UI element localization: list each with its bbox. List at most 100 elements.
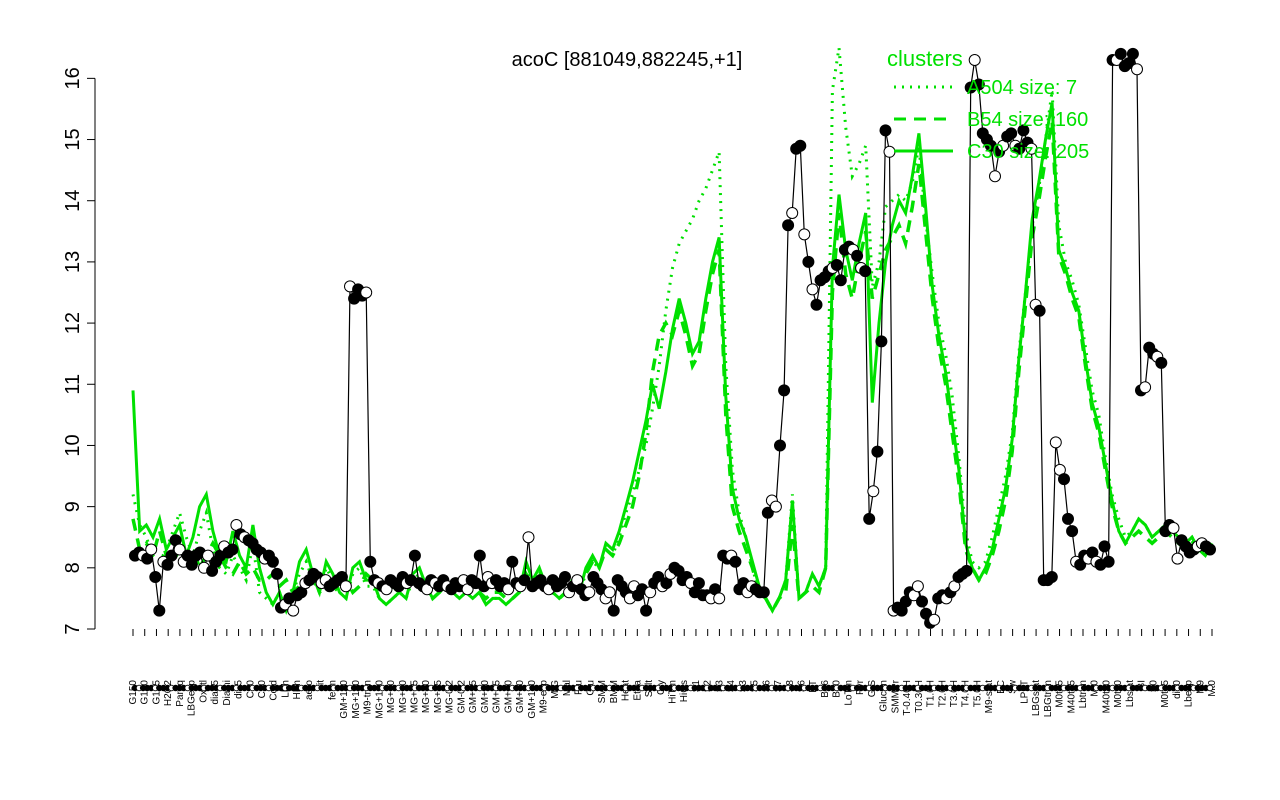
data-point — [960, 564, 973, 577]
x-tick-label: MG+60 — [398, 680, 409, 714]
x-tick-label: T0.30H — [914, 680, 925, 713]
x-tick-label: Lbexp — [1184, 680, 1195, 708]
data-point — [769, 500, 782, 513]
data-point — [806, 283, 819, 296]
data-point — [266, 555, 279, 568]
data-point — [271, 567, 283, 580]
data-point — [607, 604, 620, 617]
x-tick-label: MG+90 — [386, 680, 397, 714]
y-tick-label: 13 — [62, 251, 84, 273]
data-point — [875, 335, 888, 348]
x-tick-label: LoTm — [843, 680, 854, 706]
data-point — [226, 543, 239, 556]
data-point — [1126, 47, 1139, 60]
data-point — [145, 543, 158, 556]
data-point — [830, 259, 843, 271]
data-point — [153, 604, 166, 617]
x-tick-label: Oxctl — [198, 680, 209, 703]
data-point — [782, 219, 795, 232]
series-points — [129, 47, 1216, 629]
x-tick-label: LPhT — [1019, 680, 1030, 704]
x-tick-label: dia15 — [210, 680, 221, 705]
data-point — [972, 78, 985, 91]
data-point — [834, 274, 847, 287]
data-point — [879, 124, 892, 137]
data-point — [1017, 124, 1030, 137]
x-tick-label: GM+45 — [492, 680, 503, 714]
data-point — [863, 512, 876, 525]
x-tick-label: T5.0H — [972, 680, 983, 707]
data-point — [729, 555, 742, 568]
data-point — [911, 580, 924, 593]
data-point — [928, 613, 941, 626]
x-tick-label: Lbstat — [1125, 680, 1136, 707]
data-point — [502, 583, 515, 596]
x-tick-label: G150 — [128, 680, 139, 705]
x-tick-label: T-0.40H — [902, 680, 913, 716]
data-point — [1049, 436, 1062, 449]
legend-entry: C30 size: 205 — [967, 141, 1089, 163]
data-point — [802, 255, 815, 268]
data-point — [1098, 540, 1111, 553]
cluster-line-dashed — [131, 120, 1214, 615]
legend-entry: B54 size: 160 — [967, 109, 1088, 131]
data-point — [173, 543, 186, 556]
data-point — [287, 604, 300, 617]
rug-mark — [1206, 684, 1214, 692]
data-point — [692, 577, 705, 590]
x-tick-label: Diami — [222, 680, 233, 706]
y-tick-label: 7 — [62, 623, 84, 634]
legend: clusters A504 size: 7 B54 size: 160 C30 si… — [887, 46, 1089, 163]
data-point — [1045, 571, 1058, 583]
x-tick-label: G180 — [140, 680, 151, 705]
data-point — [360, 286, 373, 299]
data-point — [202, 549, 214, 562]
x-tick-label: HiOs — [679, 680, 690, 702]
x-tick-label: GM+15 — [468, 680, 479, 714]
y-tick-label: 8 — [62, 562, 84, 573]
cluster-line-dotted — [131, 47, 1214, 615]
data-point — [1114, 47, 1127, 60]
data-point — [518, 574, 531, 587]
x-tick-label: GM+60 — [503, 680, 514, 714]
x-tick-label: MG+150 — [351, 680, 362, 719]
x-tick-label: M9-tran — [363, 680, 374, 714]
data-point — [506, 555, 519, 568]
data-point — [339, 580, 352, 593]
data-point — [1139, 381, 1152, 394]
x-tick-label: BMM — [609, 680, 620, 703]
legend-title: clusters — [887, 46, 963, 71]
x-tick-label: MG-0.2 — [445, 680, 456, 714]
data-point — [1155, 356, 1168, 369]
x-tick-label: T2.0H — [937, 680, 948, 707]
axes: 7 8 9 10 11 12 13 14 15 16 — [62, 67, 96, 635]
data-point — [968, 54, 981, 66]
data-point — [1062, 512, 1074, 525]
x-tick-label: GM+120 — [527, 680, 538, 719]
x-tick-label: GM+30 — [480, 680, 491, 714]
data-point — [867, 485, 880, 498]
x-tick-label: LBGtran — [1043, 680, 1054, 717]
x-tick-label: HiTm — [668, 680, 679, 704]
data-point — [364, 555, 377, 568]
data-point — [583, 586, 596, 599]
data-point — [883, 145, 896, 158]
data-point — [774, 439, 786, 452]
chart-title: acoC [881049,882245,+1] — [512, 49, 743, 71]
x-tick-label: M40t45 — [1066, 680, 1077, 714]
data-point — [603, 586, 616, 599]
data-point — [149, 571, 162, 583]
x-tick-label: Glucon — [879, 680, 890, 712]
data-point — [713, 592, 726, 605]
x-tick-label: SMM — [597, 680, 608, 703]
data-point — [778, 384, 791, 397]
data-point — [640, 604, 653, 617]
data-point — [165, 549, 178, 562]
y-tick-label: 9 — [62, 501, 84, 512]
data-point — [1204, 543, 1216, 556]
x-tick-label: T3.0H — [949, 680, 960, 707]
data-point — [473, 549, 486, 562]
data-point — [794, 139, 807, 152]
x-tick-label: MG+45 — [409, 680, 420, 714]
x-tick-label: MG+15 — [433, 680, 444, 714]
